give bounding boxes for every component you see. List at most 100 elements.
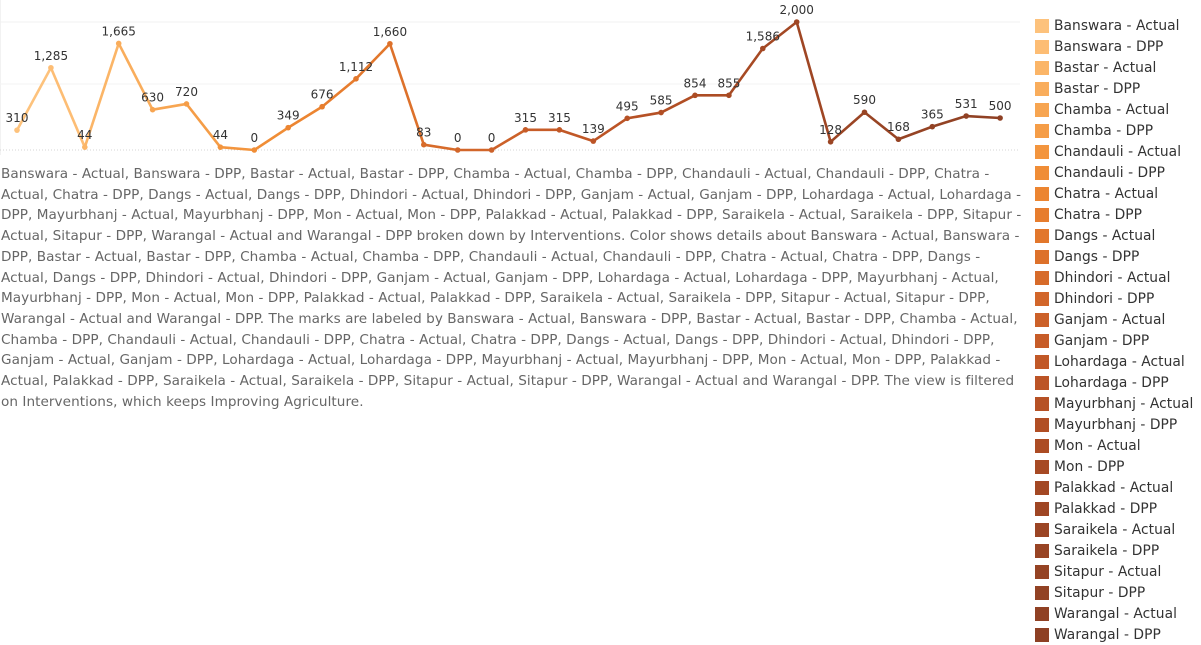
data-point: [48, 64, 54, 71]
data-label: 1,285: [34, 49, 68, 63]
legend-item[interactable]: Sitapur - DPP: [1035, 582, 1201, 603]
legend-swatch: [1035, 18, 1049, 33]
legend-item[interactable]: Chamba - DPP: [1035, 120, 1201, 141]
legend-label: Bastar - DPP: [1054, 80, 1141, 97]
data-point: [793, 19, 800, 25]
data-point: [522, 127, 529, 133]
legend-item[interactable]: Sitapur - Actual: [1035, 561, 1201, 582]
legend-item[interactable]: Dhindori - Actual: [1035, 267, 1201, 288]
data-label: 365: [921, 108, 944, 122]
data-label: 855: [717, 76, 740, 90]
legend-item[interactable]: Dhindori - DPP: [1035, 288, 1201, 309]
legend-item[interactable]: Chandauli - DPP: [1035, 162, 1201, 183]
data-point: [556, 127, 563, 133]
legend-label: Chandauli - DPP: [1054, 164, 1165, 181]
legend-item[interactable]: Lohardaga - Actual: [1035, 351, 1201, 372]
line-segment: [558, 128, 595, 143]
data-label: 44: [77, 128, 92, 142]
legend-item[interactable]: Lohardaga - DPP: [1035, 372, 1201, 393]
legend-item[interactable]: Warangal - Actual: [1035, 603, 1201, 624]
legend-item[interactable]: Dangs - DPP: [1035, 246, 1201, 267]
legend-item[interactable]: Palakkad - DPP: [1035, 498, 1201, 519]
legend-item[interactable]: Banswara - DPP: [1035, 36, 1201, 57]
legend-item[interactable]: Warangal - DPP: [1035, 624, 1201, 645]
legend-swatch: [1035, 123, 1049, 138]
legend-swatch: [1035, 417, 1049, 432]
line-segment: [659, 94, 697, 114]
legend-swatch: [1035, 39, 1049, 54]
legend-item[interactable]: Chatra - Actual: [1035, 183, 1201, 204]
legend-swatch: [1035, 81, 1049, 96]
legend-item[interactable]: Mon - Actual: [1035, 435, 1201, 456]
data-point: [149, 106, 156, 113]
line-segment: [286, 105, 324, 129]
legend-item[interactable]: Banswara - Actual: [1035, 15, 1201, 36]
legend-item[interactable]: Saraikela - Actual: [1035, 519, 1201, 540]
data-label: 0: [250, 131, 258, 145]
legend-label: Chatra - DPP: [1054, 206, 1142, 223]
legend-label: Lohardaga - Actual: [1054, 353, 1185, 370]
legend-label: Warangal - DPP: [1054, 626, 1161, 643]
legend-swatch: [1035, 249, 1049, 264]
legend-label: Ganjam - DPP: [1054, 332, 1150, 349]
legend-item[interactable]: Ganjam - DPP: [1035, 330, 1201, 351]
data-point: [251, 147, 258, 153]
legend-swatch: [1035, 585, 1049, 600]
legend-item[interactable]: Mayurbhanj - DPP: [1035, 414, 1201, 435]
legend-label: Chamba - DPP: [1054, 122, 1154, 139]
legend-label: Mon - Actual: [1054, 437, 1141, 454]
data-label: 630: [141, 91, 164, 105]
legend-item[interactable]: Saraikela - DPP: [1035, 540, 1201, 561]
data-point: [997, 115, 1003, 121]
line-segment: [863, 110, 900, 141]
data-point: [963, 113, 969, 119]
legend-label: Saraikela - DPP: [1054, 542, 1160, 559]
legend-swatch: [1035, 144, 1049, 159]
data-label: 495: [616, 99, 639, 113]
legend-swatch: [1035, 480, 1049, 495]
legend-label: Banswara - Actual: [1054, 17, 1180, 34]
legend-swatch: [1035, 354, 1049, 369]
data-point: [658, 109, 664, 116]
legend-item[interactable]: Bastar - DPP: [1035, 78, 1201, 99]
legend-item[interactable]: Chamba - Actual: [1035, 99, 1201, 120]
legend-item[interactable]: Bastar - Actual: [1035, 57, 1201, 78]
line-segment: [117, 42, 154, 111]
legend-swatch: [1035, 459, 1049, 474]
legend-item[interactable]: Ganjam - Actual: [1035, 309, 1201, 330]
legend-label: Lohardaga - DPP: [1054, 374, 1169, 391]
legend-label: Mon - DPP: [1054, 458, 1125, 475]
data-label: 1,586: [746, 29, 780, 43]
data-label: 0: [454, 131, 462, 145]
data-point: [929, 123, 936, 130]
legend-swatch: [1035, 186, 1049, 201]
data-point: [353, 76, 359, 82]
legend-item[interactable]: Chandauli - Actual: [1035, 141, 1201, 162]
legend-item[interactable]: Mon - DPP: [1035, 456, 1201, 477]
legend-swatch: [1035, 627, 1049, 642]
data-label: 83: [416, 126, 431, 140]
data-label: 310: [6, 111, 29, 125]
line-segment: [795, 20, 832, 144]
data-point: [827, 139, 834, 145]
data-point: [217, 144, 224, 150]
data-label: 1,665: [102, 24, 136, 38]
line-segment: [151, 102, 188, 111]
chart-area: 310 1,285 44 1,665 630 720 44 0 349 676 1,112 1,660…: [0, 0, 1020, 160]
line-segment: [354, 42, 392, 81]
data-label: 139: [582, 122, 605, 136]
line-segment: [388, 42, 426, 146]
data-point: [488, 147, 495, 153]
data-label: 590: [853, 93, 876, 107]
data-point: [14, 127, 20, 133]
legend-item[interactable]: Chatra - DPP: [1035, 204, 1201, 225]
line-segment: [829, 110, 866, 144]
legend-item[interactable]: Mayurbhanj - Actual: [1035, 393, 1201, 414]
data-label: 1,660: [373, 25, 407, 39]
legend-item[interactable]: Palakkad - Actual: [1035, 477, 1201, 498]
legend-item[interactable]: Dangs - Actual: [1035, 225, 1201, 246]
data-label: 676: [311, 88, 334, 102]
legend: Banswara - Actual Banswara - DPP Bastar - …: [1035, 15, 1201, 645]
data-label: 531: [955, 97, 978, 111]
line-chart: 310 1,285 44 1,665 630 720 44 0 349 676 1,112 1,660…: [0, 0, 1020, 155]
